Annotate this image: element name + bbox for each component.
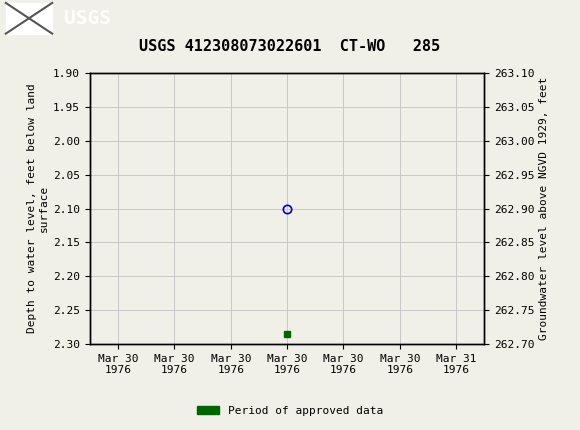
Y-axis label: Groundwater level above NGVD 1929, feet: Groundwater level above NGVD 1929, feet <box>539 77 549 340</box>
Text: USGS: USGS <box>64 9 111 28</box>
Y-axis label: Depth to water level, feet below land
surface: Depth to water level, feet below land su… <box>27 84 49 333</box>
Text: USGS 412308073022601  CT-WO   285: USGS 412308073022601 CT-WO 285 <box>139 39 441 54</box>
Bar <box>6 3 52 34</box>
Legend: Period of approved data: Period of approved data <box>193 401 387 420</box>
